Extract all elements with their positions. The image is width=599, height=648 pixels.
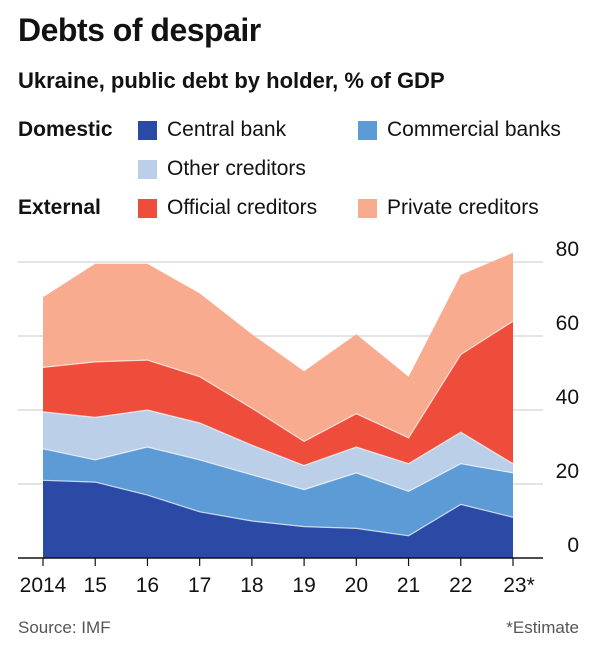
- x-tick-label-1: 15: [84, 574, 107, 597]
- legend-label-commercial-banks: Commercial banks: [387, 118, 561, 141]
- legend-item-private-creditors: Private creditors: [358, 196, 539, 220]
- chart-subtitle: Ukraine, public debt by holder, % of GDP: [18, 68, 445, 93]
- x-tick-label-5: 19: [292, 574, 315, 597]
- legend-item-official-creditors: Official creditors: [138, 196, 317, 220]
- estimate-note: *Estimate: [506, 618, 579, 637]
- y-tick-label-80: 80: [556, 238, 579, 261]
- boundary-official-creditors: [42, 320, 514, 443]
- legend-label-official-creditors: Official creditors: [167, 196, 318, 219]
- x-tick-label-3: 17: [188, 574, 211, 597]
- y-tick-label-60: 60: [556, 312, 579, 335]
- y-tick-label-40: 40: [556, 386, 579, 409]
- area-private-creditors: [43, 252, 513, 442]
- boundary-central-bank: [42, 479, 514, 537]
- stacked-area-chart: 0 20 40 60 80 2014 15 16 17 18 19 20 21 22 23*: [18, 238, 579, 597]
- legend-swatch-central-bank: [138, 120, 157, 140]
- area-other-creditors: [43, 410, 513, 492]
- legend-swatch-private-creditors: [358, 198, 377, 218]
- x-tick-label-2: 16: [136, 574, 159, 597]
- boundary-commercial-banks: [42, 446, 514, 493]
- legend-swatch-official-creditors: [138, 198, 157, 218]
- legend-item-commercial-banks: Commercial banks: [358, 118, 561, 142]
- chart-title: Debts of despair: [18, 12, 261, 48]
- legend-swatch-commercial-banks: [358, 120, 377, 140]
- area-commercial-banks: [43, 447, 513, 536]
- y-tick-label-20: 20: [556, 460, 579, 483]
- legend-swatch-other-creditors: [138, 159, 157, 179]
- legend-external-label: External: [18, 196, 101, 219]
- y-tick-label-0: 0: [567, 534, 579, 557]
- x-tick-label-8: 22: [449, 574, 472, 597]
- area-official-creditors: [43, 321, 513, 466]
- legend-item-central-bank: Central bank: [138, 118, 286, 142]
- legend-label-central-bank: Central bank: [167, 118, 287, 141]
- x-tick-label-4: 18: [240, 574, 263, 597]
- legend-item-other-creditors: Other creditors: [138, 157, 306, 181]
- x-tick-label-6: 20: [345, 574, 368, 597]
- x-tick-label-7: 21: [397, 574, 420, 597]
- legend-domestic-label: Domestic: [18, 118, 113, 141]
- x-tick-label-0: 2014: [20, 574, 67, 597]
- boundary-other-creditors: [42, 409, 514, 467]
- x-tick-label-9: 23*: [503, 574, 535, 597]
- source-note: Source: IMF: [18, 618, 111, 637]
- legend-label-private-creditors: Private creditors: [387, 196, 539, 219]
- legend-label-other-creditors: Other creditors: [167, 157, 306, 180]
